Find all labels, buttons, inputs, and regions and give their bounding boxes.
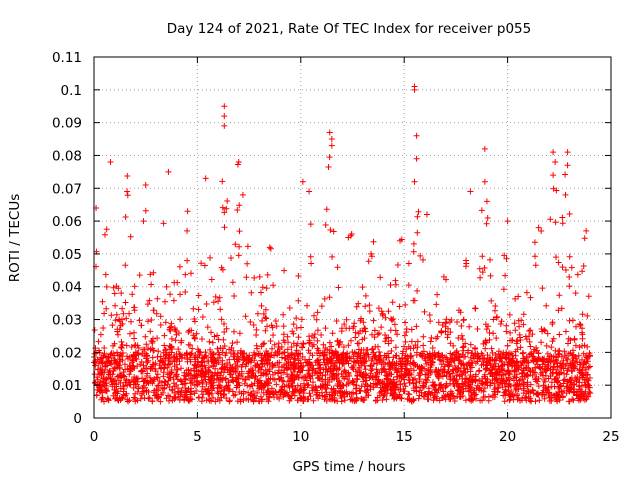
data-point-peak [564,149,571,156]
x-tick-labels: 0 5 10 15 20 25 [90,429,620,445]
data-point-peak [221,122,228,129]
x-axis-label: GPS time / hours [292,459,405,475]
data-point-peak [221,103,228,110]
data-point-peak [221,113,228,120]
data-point-peak [239,191,246,198]
data-point-peak [481,178,488,185]
y-tick-label: 0.03 [52,313,82,329]
data-point-peak [481,145,488,152]
y-tick-labels: 0 0.01 0.02 0.03 0.04 0.05 0.06 0.07 0.08 0.09 0.1… [52,50,82,427]
y-tick-label: 0.06 [52,214,82,230]
data-point-peak [184,227,191,234]
data-point-peak [483,198,490,205]
y-axis-label: ROTI / TECUs [7,194,23,282]
y-tick-label: 0.02 [52,345,82,361]
data-point-peak [564,162,571,169]
data-point-peak [124,188,131,195]
x-tick-label: 20 [499,429,516,445]
data-point-peak [326,129,333,136]
x-tick-label: 5 [193,429,202,445]
data-points [91,83,594,405]
data-point-cloud [91,154,594,405]
data-point-peak [467,188,474,195]
chart-title: Day 124 of 2021, Rate Of TEC Index for r… [167,21,531,37]
data-point-peak [328,142,335,149]
data-point-peak [165,168,172,175]
y-tick-label: 0.04 [52,280,82,296]
data-point-peak [299,178,306,185]
data-point-peak [235,159,242,166]
y-tick-label: 0.07 [52,181,82,197]
x-tick-label: 10 [292,429,309,445]
data-point-peak [397,237,404,244]
data-point-peak [504,218,511,225]
data-point-peak [413,132,420,139]
x-tick-label: 25 [602,429,619,445]
plot-frame [93,56,612,419]
data-point-peak [107,159,114,166]
data-point-peak [266,244,273,251]
data-point-peak [411,86,418,93]
data-point-peak [413,155,420,162]
data-point-peak [562,191,569,198]
y-tick-label: 0.09 [52,116,82,132]
data-point-peak [550,172,557,179]
y-tick-label: 0.1 [61,83,82,99]
data-point-peak [202,175,209,182]
y-tick-label: 0.01 [52,378,82,394]
y-tick-label: 0.05 [52,247,82,263]
data-point-peak [328,136,335,143]
data-point-peak [345,234,352,241]
x-tick-label: 0 [90,429,99,445]
y-tick-label: 0.11 [52,50,82,66]
data-point-peak [552,159,559,166]
data-point-peak [423,211,430,218]
y-tick-label: 0 [73,411,82,427]
data-point-peak [411,178,418,185]
x-tick-label: 15 [396,429,413,445]
data-point-peak [583,227,590,234]
data-point-peak [306,188,313,195]
axis-ticks [93,56,612,419]
data-point-peak [550,149,557,156]
data-point-peak [142,181,149,188]
data-point-peak [535,224,542,231]
data-point-peak [368,250,375,257]
y-tick-label: 0.08 [52,148,82,164]
